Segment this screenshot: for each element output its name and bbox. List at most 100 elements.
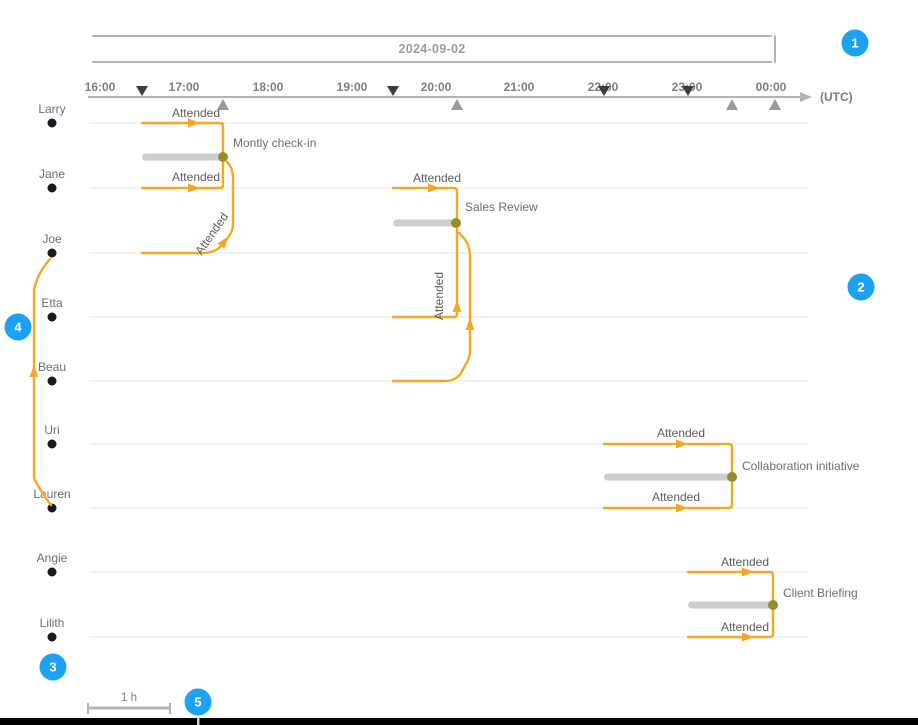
- person-row-larry: Larry: [38, 102, 66, 128]
- axis-tick-20: 20:00: [421, 80, 452, 94]
- axis-tick-00: 00:00: [756, 80, 787, 94]
- callout-4: 4: [4, 313, 32, 341]
- person-dot[interactable]: [47, 503, 57, 513]
- callout-3: 3: [39, 653, 67, 681]
- person-label: Angie: [37, 551, 68, 565]
- person-row-lilith: Lilith: [40, 616, 64, 642]
- event-montly-check-in: Attended Attended Attended Montly check-…: [140, 106, 316, 257]
- callout-number: 2: [857, 280, 864, 295]
- scale-label: 1 h: [121, 692, 137, 704]
- event-duration-bar[interactable]: [604, 473, 732, 481]
- person-dot[interactable]: [47, 183, 57, 193]
- time-scale-legend: 1 h: [87, 692, 171, 714]
- attended-label: Attended: [652, 490, 700, 504]
- event-end-marker-icon: [451, 99, 463, 110]
- bottom-bar-notch[interactable]: [197, 718, 200, 725]
- time-axis: 16:00 17:00 18:00 19:00 20:00 21:00 22:0…: [85, 80, 853, 110]
- person-dot[interactable]: [47, 376, 57, 386]
- person-row-joe: Joe: [42, 232, 62, 258]
- attended-label: Attended: [413, 171, 461, 185]
- callout-2: 2: [847, 273, 875, 301]
- event-title: Montly check-in: [233, 136, 316, 150]
- event-node[interactable]: [727, 472, 737, 482]
- person-label: Joe: [42, 232, 62, 246]
- attended-edge-larry: [140, 121, 225, 154]
- bottom-divider-bar: [0, 718, 918, 725]
- attended-edge-uri: [602, 442, 734, 474]
- axis-tick-16: 16:00: [85, 80, 116, 94]
- event-title: Collaboration initiative: [742, 459, 860, 473]
- callout-circle: [39, 653, 67, 681]
- people-axis: Larry Jane Joe Etta Beau Uri Lauren Ang: [33, 102, 71, 642]
- axis-tick-17: 17:00: [169, 80, 200, 94]
- person-row-lauren: Lauren: [33, 487, 71, 513]
- callout-number: 1: [851, 36, 858, 51]
- relation-edge: [32, 257, 53, 507]
- event-end-marker-icon: [726, 99, 738, 110]
- attended-label: Attended: [172, 170, 220, 184]
- attended-edge-etta: [391, 227, 459, 319]
- attended-label: Attended: [657, 426, 705, 440]
- person-dot[interactable]: [47, 248, 57, 258]
- attended-edge-lauren: [602, 481, 734, 510]
- callout-circle: [4, 313, 32, 341]
- event-duration-bar[interactable]: [142, 153, 223, 161]
- person-label: Jane: [39, 167, 65, 181]
- attended-label-rotated: Attended: [432, 272, 446, 320]
- event-start-marker-icon: [682, 86, 694, 96]
- arrowhead-up-icon: [452, 300, 462, 312]
- person-dot[interactable]: [47, 312, 57, 322]
- person-dot[interactable]: [47, 567, 57, 577]
- person-label: Lauren: [33, 487, 70, 501]
- person-label: Larry: [38, 102, 65, 116]
- date-range-band[interactable]: 2024-09-02: [92, 35, 776, 63]
- callout-1: 1: [841, 29, 869, 57]
- person-row-uri: Uri: [44, 423, 60, 449]
- attended-label-rotated: Attended: [192, 210, 231, 257]
- axis-timezone-label: (UTC): [820, 90, 853, 104]
- event-title: Client Briefing: [783, 586, 858, 600]
- arrowhead-right-icon: [428, 183, 440, 193]
- event-sales-review: Attended Attended Sales Review: [391, 171, 538, 383]
- attended-edge-jane: [140, 160, 225, 190]
- callout-circle: [184, 688, 212, 716]
- event-duration-bar[interactable]: [688, 601, 773, 609]
- axis-tick-19: 19:00: [337, 80, 368, 94]
- person-dot[interactable]: [47, 118, 57, 128]
- event-start-marker-icon: [136, 86, 148, 96]
- event-node[interactable]: [768, 600, 778, 610]
- annotation-callouts: 1 2 3 4 5: [4, 29, 875, 716]
- arrowhead-up-icon: [465, 318, 475, 330]
- arrowhead-right-icon: [676, 439, 688, 449]
- attended-label: Attended: [172, 106, 220, 120]
- bottom-bar: [0, 718, 918, 725]
- arrowhead-diagonal-icon: [217, 236, 229, 249]
- arrowhead-right-icon: [188, 183, 200, 193]
- attended-label: Attended: [721, 620, 769, 634]
- event-node[interactable]: [218, 152, 228, 162]
- event-end-marker-icon: [217, 99, 229, 110]
- callout-number: 5: [194, 695, 201, 710]
- event-end-markers: [217, 99, 781, 110]
- attended-edge-angie: [686, 570, 775, 602]
- axis-tick-18: 18:00: [253, 80, 284, 94]
- person-row-jane: Jane: [39, 167, 65, 193]
- callout-number: 4: [14, 320, 22, 335]
- relation-arrow-lauren-to-joe: [29, 257, 53, 507]
- arrowhead-up-icon: [29, 365, 39, 377]
- event-collaboration-initiative: Attended Attended Collaboration initiati…: [602, 426, 860, 513]
- event-start-marker-icon: [387, 86, 399, 96]
- event-end-marker-icon: [769, 99, 781, 110]
- event-start-marker-icon: [598, 86, 610, 96]
- callout-5: 5: [184, 688, 212, 716]
- person-dot[interactable]: [47, 439, 57, 449]
- event-start-markers: [136, 86, 694, 96]
- attended-edge-jane: [391, 186, 459, 220]
- event-duration-bar[interactable]: [393, 219, 456, 227]
- event-node[interactable]: [451, 218, 461, 228]
- person-dot[interactable]: [47, 632, 57, 642]
- event-client-briefing: Attended Attended Client Briefing: [686, 555, 858, 642]
- person-row-etta: Etta: [41, 296, 63, 322]
